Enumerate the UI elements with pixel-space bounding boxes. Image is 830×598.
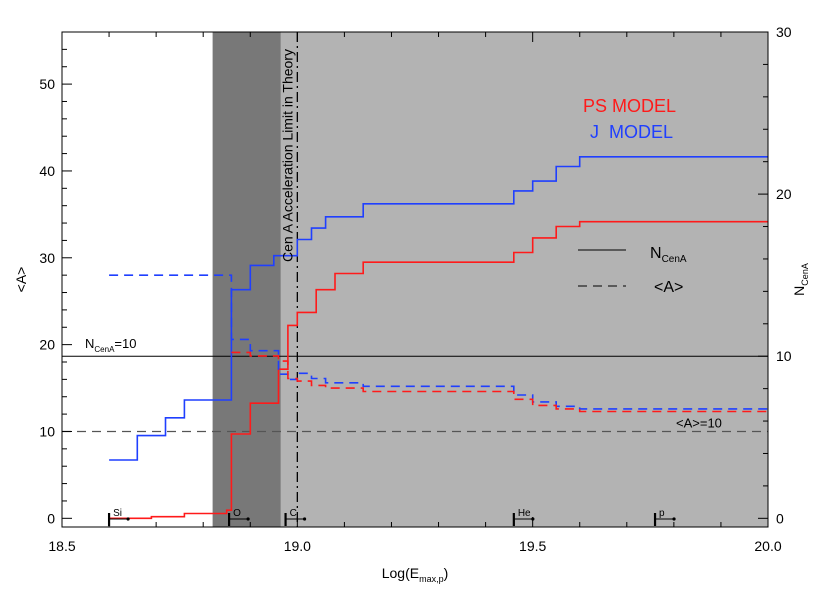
series-3-avg-a-ps xyxy=(231,351,769,413)
marker-label-3: He xyxy=(518,508,531,519)
y-left-tick-label-3: 30 xyxy=(39,250,55,266)
y-left-tick-label-4: 40 xyxy=(39,163,55,179)
j-model-label: J MODEL xyxy=(590,122,673,142)
x-tick-label-3: 20.0 xyxy=(754,538,781,554)
plot-frame xyxy=(61,31,769,528)
marker-arrowhead-1 xyxy=(246,517,250,521)
y-right-tick-label-1: 10 xyxy=(776,348,792,364)
axes: 18.5 19.0 19.5 20.0 0 10 20 30 40 50 0 10 20 30 Log(Em… xyxy=(39,24,810,584)
annotations: Cen A Acceleration Limit in Theory PS MO… xyxy=(13,49,722,430)
x-tick-label-2: 19.5 xyxy=(519,538,546,554)
element-markers: Si O C He p xyxy=(107,508,676,526)
marker-arrowhead-0 xyxy=(126,517,130,521)
shaded-region-0 xyxy=(212,32,281,527)
legend-solid-label: NCenA xyxy=(650,245,687,265)
y-right-axis-label: NCenA xyxy=(791,263,810,296)
acceleration-limit-label: Cen A Acceleration Limit in Theory xyxy=(279,49,295,262)
y-left-tick-label-0: 0 xyxy=(47,510,55,526)
y-right-tick-label-0: 0 xyxy=(776,510,784,526)
x-axis-label: Log(Emax,p) xyxy=(382,565,449,584)
shaded-regions xyxy=(212,32,768,527)
series-2-avg-a-j xyxy=(109,274,769,410)
ps-model-label: PS MODEL xyxy=(583,96,676,116)
series-0-ncena-j xyxy=(109,156,768,461)
marker-label-0: Si xyxy=(113,508,122,519)
marker-arrowhead-4 xyxy=(672,517,676,521)
y-right-tick-label-2: 20 xyxy=(776,186,792,202)
y-left-tick-label-2: 20 xyxy=(39,337,55,353)
x-tick-label-1: 19.0 xyxy=(284,538,311,554)
y-right-tick-label-3: 30 xyxy=(776,24,792,40)
y-left-tick-label-1: 10 xyxy=(39,423,55,439)
marker-arrowhead-2 xyxy=(302,517,307,521)
y-left-axis-label: <A> xyxy=(13,267,29,293)
avg-a-reference-label: <A>=10 xyxy=(676,415,722,430)
x-tick-label-0: 18.5 xyxy=(48,538,75,554)
marker-label-4: p xyxy=(659,508,665,519)
series-layer xyxy=(109,156,769,520)
ncena-reference-label: NCenA=10 xyxy=(85,336,136,354)
legend-dashed-label: <A> xyxy=(654,279,683,296)
reference-lines xyxy=(62,32,768,527)
y-left-tick-label-5: 50 xyxy=(39,76,55,92)
marker-label-2: C xyxy=(290,508,297,519)
marker-label-1: O xyxy=(233,508,241,519)
shaded-region-1 xyxy=(280,32,768,527)
series-1-ncena-ps xyxy=(109,220,768,520)
